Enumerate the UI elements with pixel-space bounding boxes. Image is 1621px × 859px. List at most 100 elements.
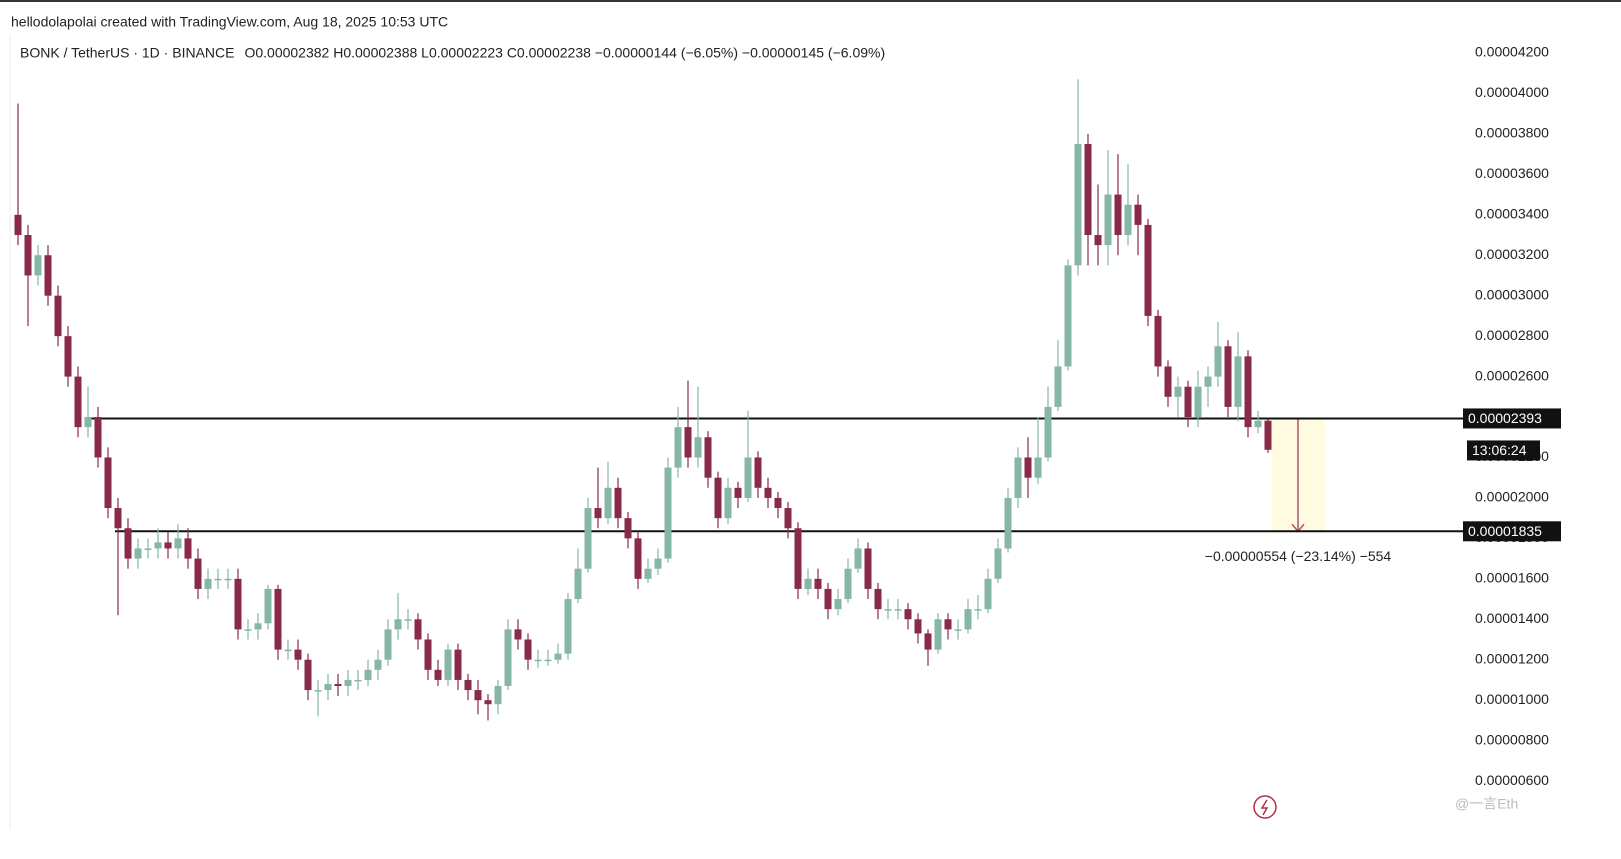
candle-body — [244, 629, 252, 631]
candle-body — [914, 619, 922, 634]
candle-body — [724, 487, 732, 519]
candle-body — [474, 690, 482, 701]
candle-body — [584, 508, 592, 569]
candle-body — [574, 568, 582, 600]
candle-body — [964, 609, 972, 630]
candle-body — [594, 508, 602, 519]
candle-body — [834, 599, 842, 610]
candle-body — [1264, 420, 1272, 450]
level-tag — [1463, 408, 1561, 429]
candle-body — [154, 542, 162, 549]
candle-body — [304, 659, 312, 691]
candle-body — [254, 623, 262, 630]
y-tick-label: 0.00001200 — [1475, 650, 1549, 666]
candle-body — [374, 659, 382, 670]
level-label: 0.00001835 — [1468, 523, 1542, 539]
candle-body — [1084, 144, 1092, 236]
candle-body — [544, 659, 552, 662]
candle-body — [984, 578, 992, 610]
candle-body — [184, 538, 192, 559]
candle-body — [704, 437, 712, 478]
candle-body — [1124, 204, 1132, 236]
candle-body — [844, 568, 852, 600]
candle-body — [934, 619, 942, 650]
candle-body — [1064, 265, 1072, 367]
candle-body — [534, 659, 542, 662]
candle-body — [1234, 356, 1242, 407]
candle-body — [164, 542, 172, 549]
top-border — [0, 0, 1621, 2]
candle-body — [1054, 366, 1062, 407]
candle-body — [144, 548, 152, 550]
candle-body — [54, 295, 62, 337]
candle-body — [874, 588, 882, 610]
candle-body — [894, 609, 902, 611]
candle-body — [1114, 194, 1122, 236]
candle-body — [14, 214, 22, 236]
candle-body — [744, 457, 752, 498]
candle-body — [564, 599, 572, 654]
countdown: 13:06:24 — [1472, 442, 1527, 458]
ohlc-legend: O0.00002382 H0.00002388 L0.00002223 C0.0… — [244, 45, 885, 61]
candle-body — [44, 255, 52, 296]
candle-body — [684, 427, 692, 458]
candle-body — [64, 336, 72, 377]
candle-body — [134, 548, 142, 559]
y-tick-label: 0.00002800 — [1475, 327, 1549, 343]
y-tick-label: 0.00000600 — [1475, 772, 1549, 788]
candle-body — [454, 649, 462, 680]
candle-body — [1004, 497, 1012, 549]
candle-body — [74, 376, 82, 428]
candle-body — [604, 487, 612, 519]
candle-body — [754, 457, 762, 488]
candle-body — [494, 686, 502, 705]
measure-label: −0.00000554 (−23.14%) −554 — [1205, 548, 1392, 564]
candle-body — [1214, 346, 1222, 377]
candle-body — [944, 619, 952, 630]
candle-body — [444, 649, 452, 680]
y-tick-label: 0.00001400 — [1475, 610, 1549, 626]
candle-body — [484, 700, 492, 705]
candle-body — [384, 629, 392, 660]
candle-body — [1164, 366, 1172, 397]
candle-body — [274, 588, 282, 650]
y-tick-label: 0.00000800 — [1475, 731, 1549, 747]
chart-title: BONK / TetherUS · 1D · BINANCE — [20, 45, 234, 61]
candle-body — [234, 578, 242, 630]
candle-body — [804, 578, 812, 589]
candle-body — [904, 609, 912, 620]
candle-body — [1144, 224, 1152, 316]
candle-body — [34, 255, 42, 276]
candle-body — [674, 427, 682, 468]
candle-body — [824, 588, 832, 610]
candle-body — [714, 477, 722, 519]
y-tick-label: 0.00003000 — [1475, 286, 1549, 302]
candle-body — [434, 669, 442, 680]
candle-body — [974, 609, 982, 611]
candle-body — [1244, 356, 1252, 428]
candle-body — [774, 497, 782, 509]
candle-body — [924, 633, 932, 650]
candle-body — [514, 629, 522, 640]
candle-body — [124, 528, 132, 559]
candle-body — [884, 609, 892, 611]
candle-body — [814, 578, 822, 589]
candle-body — [624, 518, 632, 539]
candle-body — [854, 548, 862, 569]
candle-body — [204, 578, 212, 589]
candle-body — [1254, 420, 1262, 428]
candle-body — [214, 578, 222, 581]
level-label: 0.00002393 — [1468, 410, 1542, 426]
candle-body — [194, 558, 202, 589]
y-tick-label: 0.00003400 — [1475, 205, 1549, 221]
candle-body — [354, 679, 362, 682]
candle-body — [1014, 457, 1022, 498]
y-tick-label: 0.00003200 — [1475, 246, 1549, 262]
y-tick-label: 0.00001000 — [1475, 691, 1549, 707]
candle-body — [394, 619, 402, 630]
candle-body — [224, 578, 232, 581]
candle-body — [664, 467, 672, 559]
candle-body — [1194, 386, 1202, 418]
candle-body — [264, 588, 272, 624]
